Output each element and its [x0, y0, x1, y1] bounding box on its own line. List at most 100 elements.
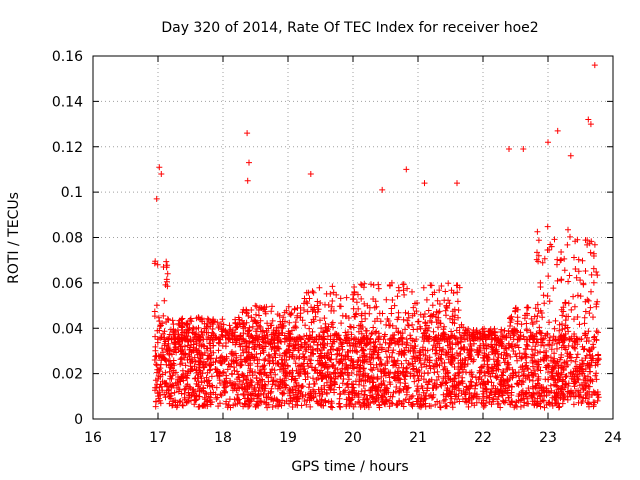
- data-point: [495, 400, 502, 407]
- data-point: [151, 308, 158, 315]
- data-point: [575, 256, 582, 263]
- data-point: [378, 361, 385, 368]
- data-point: [558, 351, 565, 358]
- data-point: [494, 374, 501, 380]
- data-point: [169, 382, 176, 389]
- data-point: [400, 281, 407, 288]
- data-point: [424, 385, 431, 392]
- data-point: [388, 399, 395, 406]
- data-point: [248, 379, 255, 386]
- data-point: [492, 388, 499, 395]
- data-point: [244, 389, 250, 395]
- data-point: [443, 379, 450, 386]
- y-axis-label: ROTI / TECUs: [6, 192, 22, 284]
- data-point: [549, 394, 556, 401]
- data-point: [311, 380, 318, 387]
- data-point: [574, 314, 581, 320]
- data-point: [482, 381, 489, 388]
- data-point: [392, 339, 399, 346]
- data-point: [564, 361, 571, 368]
- data-point: [489, 349, 496, 356]
- data-point: [554, 277, 561, 284]
- data-point: [483, 395, 490, 402]
- data-point: [549, 342, 555, 348]
- data-point: [561, 344, 568, 351]
- data-point: [329, 340, 336, 347]
- data-point: [565, 328, 572, 335]
- data-point: [459, 374, 466, 381]
- data-point: [192, 397, 199, 404]
- data-point: [565, 226, 571, 233]
- data-point: [551, 350, 558, 357]
- data-point: [383, 296, 390, 303]
- data-point: [214, 373, 221, 379]
- data-point: [553, 382, 560, 389]
- data-point: [444, 385, 451, 391]
- data-point: [558, 256, 565, 263]
- data-point: [204, 356, 211, 363]
- data-point: [375, 285, 382, 292]
- data-point: [376, 310, 383, 317]
- data-point: [409, 288, 415, 295]
- data-point: [223, 383, 230, 390]
- data-point: [320, 372, 326, 379]
- data-point: [481, 402, 488, 409]
- data-point: [580, 280, 587, 287]
- data-point: [583, 352, 590, 359]
- y-tick-label: 0.06: [52, 276, 83, 292]
- data-point: [524, 342, 531, 349]
- data-point: [375, 335, 382, 342]
- data-point: [570, 293, 577, 300]
- data-point: [257, 367, 263, 374]
- data-point: [374, 387, 381, 394]
- data-point: [227, 378, 234, 384]
- data-point: [483, 386, 490, 393]
- data-point: [168, 375, 175, 382]
- data-point: [448, 395, 455, 402]
- data-point: [261, 369, 268, 376]
- data-point: [297, 344, 304, 351]
- data-point: [579, 366, 586, 373]
- data-point: [222, 400, 229, 407]
- data-point: [548, 366, 555, 373]
- data-point: [360, 371, 367, 378]
- data-point: [550, 285, 557, 292]
- data-point: [505, 344, 512, 351]
- data-point: [208, 355, 214, 362]
- data-point: [508, 383, 515, 390]
- data-point: [593, 376, 600, 383]
- data-point: [594, 397, 601, 404]
- data-point: [546, 399, 553, 406]
- data-point: [233, 387, 240, 394]
- data-point: [163, 258, 170, 265]
- data-point: [181, 343, 188, 350]
- data-point: [468, 355, 475, 362]
- data-point: [487, 373, 494, 380]
- data-point: [230, 352, 237, 359]
- data-point: [595, 329, 601, 336]
- data-point: [588, 359, 595, 366]
- data-point: [384, 360, 391, 366]
- data-point: [243, 376, 249, 383]
- data-point: [153, 195, 160, 202]
- data-point: [267, 341, 274, 348]
- data-point: [315, 386, 322, 393]
- data-point: [219, 316, 226, 323]
- data-point: [271, 367, 278, 374]
- data-point: [297, 390, 304, 397]
- data-point: [280, 314, 287, 321]
- data-point: [292, 360, 299, 367]
- data-point: [171, 346, 178, 353]
- data-point: [278, 379, 284, 385]
- x-tick-label: 23: [539, 430, 557, 446]
- data-point: [352, 340, 359, 347]
- data-point: [500, 376, 506, 383]
- data-point: [285, 303, 292, 310]
- data-point: [191, 375, 198, 382]
- data-point: [411, 345, 418, 352]
- data-point: [345, 376, 352, 383]
- data-point: [290, 342, 297, 349]
- data-point: [288, 376, 295, 383]
- data-point: [370, 282, 377, 288]
- grid-lines: [93, 56, 613, 419]
